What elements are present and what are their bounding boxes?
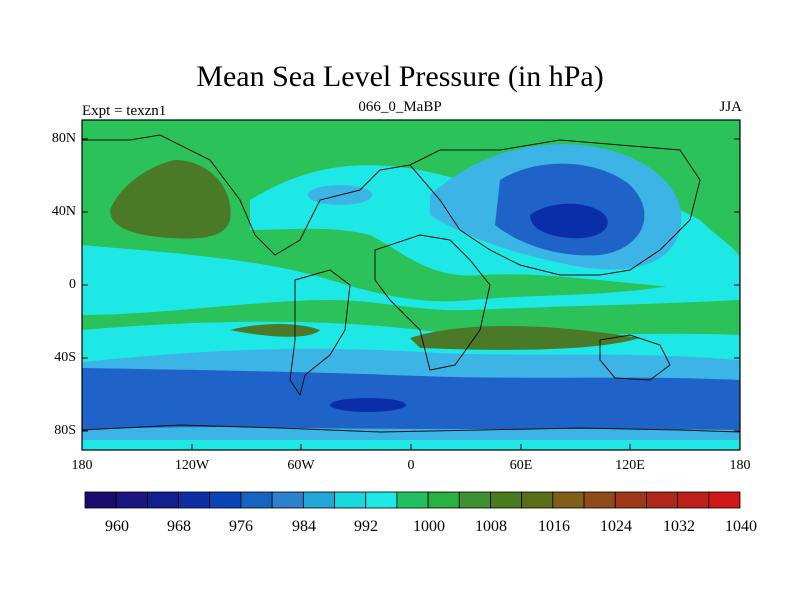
x-tick-60w: 60W [287, 458, 315, 473]
colorbar-box [646, 491, 679, 509]
colorbar-box [427, 491, 460, 509]
map-title: Mean Sea Level Pressure (in hPa) [196, 60, 604, 93]
field-pacific-high [110, 160, 231, 239]
x-tick-120e: 120E [615, 458, 645, 473]
field-tropics-cyan [82, 245, 740, 315]
colorbar-box [614, 491, 647, 509]
x-tick-180e: 180 [729, 458, 751, 473]
colorbar-box [708, 491, 741, 509]
coast-north-america [82, 134, 411, 256]
y-tick-80s: 80S [54, 423, 76, 438]
coast-africa [374, 234, 491, 371]
experiment-label: Expt = texzn1 [82, 103, 167, 119]
colorbar-box [240, 491, 273, 509]
colorbar-box [552, 491, 585, 509]
field-southern-high [230, 324, 640, 350]
colorbar-label-984: 984 [292, 518, 316, 535]
colorbar-label-1016: 1016 [538, 518, 570, 535]
axis-ticks [81, 138, 741, 450]
x-tick-0: 0 [407, 458, 415, 473]
colorbar-label-968: 968 [167, 518, 191, 535]
coastlines [82, 134, 740, 433]
colorbar-label-1032: 1032 [663, 518, 695, 535]
y-tick-40s: 40S [54, 350, 76, 365]
map-field [82, 120, 740, 450]
coast-australia [599, 334, 671, 381]
y-tick-40n: 40N [51, 204, 76, 219]
colorbar-box [302, 491, 335, 509]
colorbar-box [334, 491, 367, 509]
colorbar-label-1000: 1000 [413, 518, 445, 535]
colorbar-label-960: 960 [105, 518, 129, 535]
colorbar-box [396, 491, 429, 509]
coast-eurasia [409, 139, 701, 276]
colorbar [84, 491, 741, 509]
colorbar-box [84, 491, 117, 509]
x-tick-180w: 180 [71, 458, 93, 473]
x-tick-60e: 60E [509, 458, 533, 473]
colorbar-box [521, 491, 554, 509]
colorbar-box [583, 491, 616, 509]
field-low-south [330, 398, 406, 412]
season-label: JJA [719, 99, 742, 115]
x-tick-120w: 120W [174, 458, 210, 473]
field-asia-low-core [530, 203, 608, 239]
colorbar-box [178, 491, 211, 509]
colorbar-label-1024: 1024 [600, 518, 632, 535]
y-tick-0: 0 [69, 277, 76, 292]
y-tick-80n: 80N [51, 131, 76, 146]
colorbar-box [271, 491, 304, 509]
period-label: 066_0_MaBP [358, 99, 442, 115]
colorbar-box [365, 491, 398, 509]
colorbar-box [677, 491, 710, 509]
colorbar-label-1008: 1008 [475, 518, 507, 535]
colorbar-label-1040: 1040 [725, 518, 757, 535]
coast-antarctica [82, 424, 740, 433]
coast-south-america [289, 269, 351, 397]
colorbar-box [490, 491, 523, 509]
colorbar-label-992: 992 [354, 518, 378, 535]
colorbar-label-976: 976 [229, 518, 253, 535]
colorbar-box [458, 491, 491, 509]
colorbar-box [209, 491, 242, 509]
colorbar-box [115, 491, 148, 509]
colorbar-box [146, 491, 179, 509]
field-band-blue-south [82, 368, 740, 430]
